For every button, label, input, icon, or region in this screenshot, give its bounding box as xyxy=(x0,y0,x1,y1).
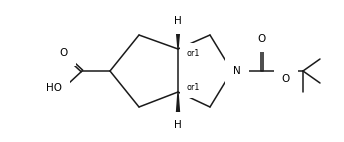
Text: HO: HO xyxy=(46,83,62,93)
Text: O: O xyxy=(282,74,290,84)
Polygon shape xyxy=(176,92,180,122)
Text: N: N xyxy=(233,66,241,76)
Text: H: H xyxy=(174,16,182,26)
Text: O: O xyxy=(60,48,68,58)
Text: or1: or1 xyxy=(186,83,200,91)
Polygon shape xyxy=(176,24,180,49)
Text: O: O xyxy=(257,34,265,44)
Text: or1: or1 xyxy=(186,50,200,59)
Text: H: H xyxy=(174,120,182,130)
